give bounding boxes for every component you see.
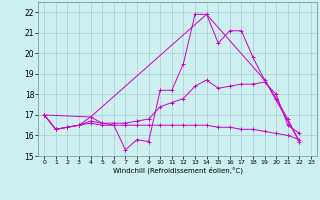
- X-axis label: Windchill (Refroidissement éolien,°C): Windchill (Refroidissement éolien,°C): [113, 167, 243, 174]
